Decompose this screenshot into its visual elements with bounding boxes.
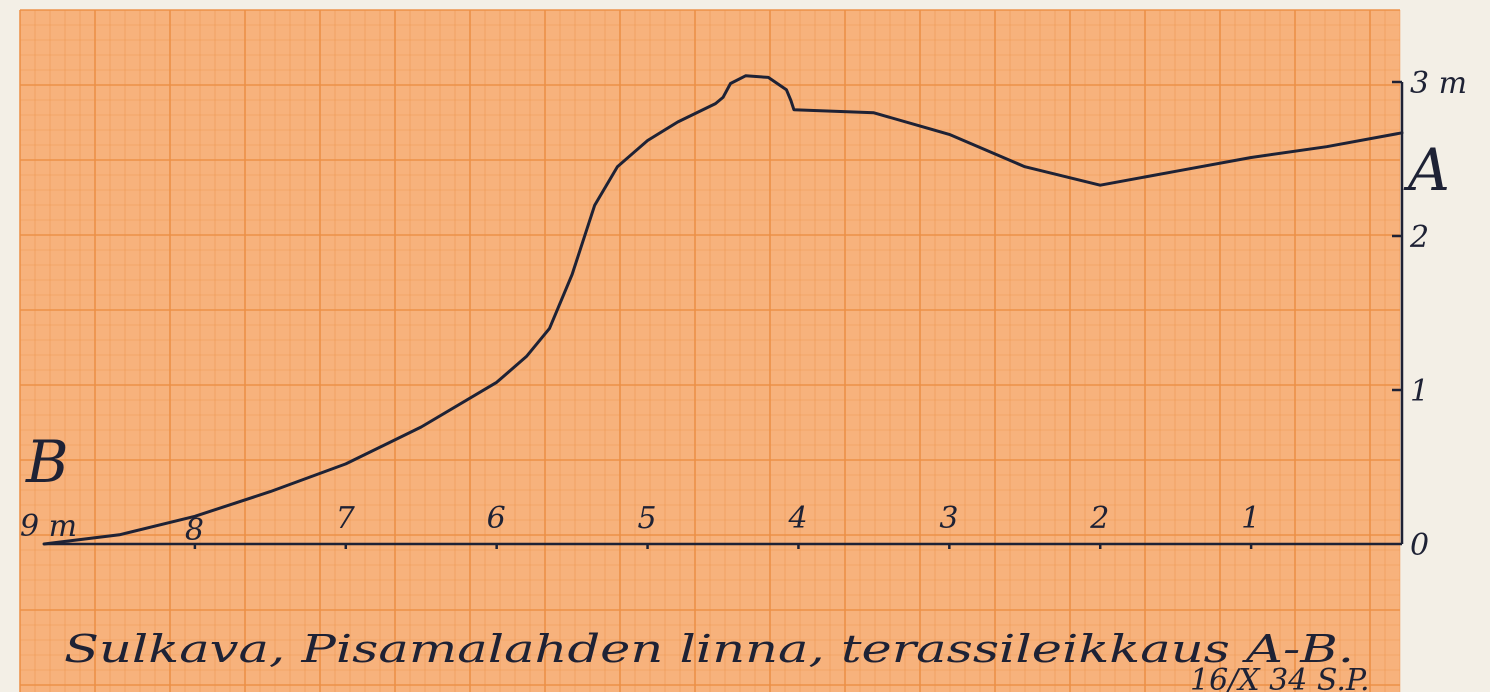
axes [44,82,1404,546]
chart-title: Sulkava, Pisamalahden linna, terassileik… [64,627,1354,671]
x-tick-label: 1 [1241,501,1260,536]
x-tick-label: 5 [638,501,657,536]
x-tick-label: 2 [1089,501,1109,536]
x-tick-label: 6 [487,501,506,536]
y-tick-label: 3 m [1410,66,1467,101]
y-tick-label: 0 [1410,528,1429,563]
y-tick-label: 1 [1410,374,1429,409]
terrain-profile-line [42,74,1404,546]
end-label-a: A [1403,136,1450,204]
minor-grid-lines [20,10,1401,692]
date-signature: 16/X 34 S.P. [1190,663,1370,692]
x-tick-label: 3 [939,501,958,536]
x-tick-label: 4 [787,501,807,536]
x-tick-label: 8 [185,513,204,548]
x-tick-labels: 9 m 8 7 6 5 4 3 2 1 [20,501,1260,548]
x-tick-label: 7 [336,501,356,536]
tick-marks [193,80,1402,549]
end-label-b: B [25,428,69,496]
y-tick-label: 2 [1409,220,1429,255]
major-grid-lines [19,9,1400,692]
x-tick-label: 9 m [20,509,77,544]
y-tick-labels: 0 1 2 3 m [1409,66,1467,563]
